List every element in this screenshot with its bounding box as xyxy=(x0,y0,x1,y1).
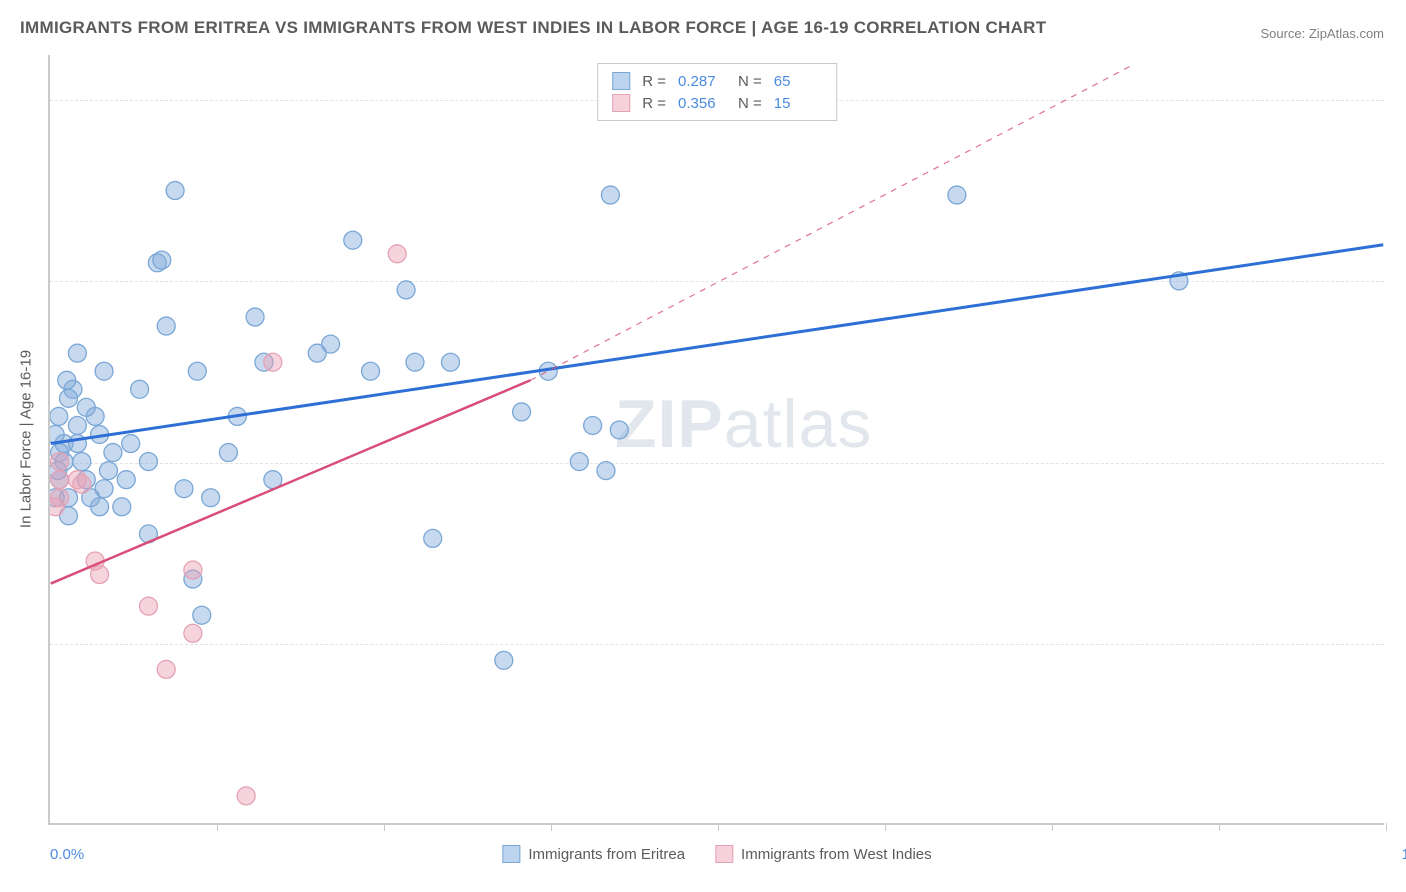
series-legend: Immigrants from Eritrea Immigrants from W… xyxy=(502,845,931,863)
eritrea-point xyxy=(424,529,442,547)
eritrea-point xyxy=(117,471,135,489)
r-label: R = xyxy=(642,95,666,112)
eritrea-point xyxy=(610,421,628,439)
y-tick-label: 60.0% xyxy=(1394,274,1406,291)
n-label: N = xyxy=(738,95,762,112)
eritrea-point xyxy=(175,480,193,498)
west-indies-point xyxy=(157,660,175,678)
x-tick xyxy=(1219,823,1220,831)
eritrea-point xyxy=(584,416,602,434)
eritrea-point xyxy=(60,389,78,407)
west-indies-point xyxy=(184,624,202,642)
legend-item: Immigrants from Eritrea xyxy=(502,845,685,863)
eritrea-point xyxy=(193,606,211,624)
west-indies-point xyxy=(51,471,69,489)
eritrea-point xyxy=(442,353,460,371)
eritrea-point xyxy=(131,380,149,398)
y-tick-label: 20.0% xyxy=(1394,636,1406,653)
plot-area: In Labor Force | Age 16-19 ZIPatlas 20.0… xyxy=(48,55,1384,825)
eritrea-point xyxy=(91,498,109,516)
eritrea-point xyxy=(95,480,113,498)
eritrea-point xyxy=(570,453,588,471)
x-axis-max-label: 15.0% xyxy=(1401,846,1406,863)
r-value: 0.356 xyxy=(678,95,726,112)
correlation-legend-row: R = 0.356 N = 15 xyxy=(612,92,822,114)
x-tick xyxy=(885,823,886,831)
west-indies-point xyxy=(50,498,64,516)
eritrea-point xyxy=(58,371,76,389)
eritrea-point xyxy=(73,453,91,471)
west-indies-point xyxy=(237,787,255,805)
legend-swatch xyxy=(612,94,630,112)
eritrea-point xyxy=(50,407,68,425)
west-indies-point xyxy=(51,453,69,471)
eritrea-point xyxy=(202,489,220,507)
west-indies-point xyxy=(388,245,406,263)
eritrea-point xyxy=(68,416,86,434)
eritrea-point xyxy=(188,362,206,380)
correlation-legend-row: R = 0.287 N = 65 xyxy=(612,70,822,92)
west-indies-point xyxy=(264,353,282,371)
eritrea-point xyxy=(948,186,966,204)
eritrea-point xyxy=(495,651,513,669)
eritrea-point xyxy=(362,362,380,380)
y-tick-label: 80.0% xyxy=(1394,93,1406,110)
source-attribution: Source: ZipAtlas.com xyxy=(1260,26,1384,41)
scatter-svg xyxy=(50,55,1384,823)
eritrea-point xyxy=(153,251,171,269)
eritrea-point xyxy=(77,398,95,416)
eritrea-point xyxy=(344,231,362,249)
n-value: 15 xyxy=(774,95,822,112)
x-tick xyxy=(217,823,218,831)
eritrea-point xyxy=(113,498,131,516)
n-value: 65 xyxy=(774,73,822,90)
correlation-chart: IMMIGRANTS FROM ERITREA VS IMMIGRANTS FR… xyxy=(0,0,1406,892)
eritrea-point xyxy=(246,308,264,326)
west-indies-point xyxy=(73,475,91,493)
eritrea-point xyxy=(100,462,118,480)
west-indies-point xyxy=(91,566,109,584)
eritrea-point xyxy=(104,444,122,462)
x-axis-min-label: 0.0% xyxy=(50,846,84,863)
eritrea-point xyxy=(597,462,615,480)
x-tick xyxy=(1386,823,1387,831)
eritrea-point xyxy=(122,435,140,453)
legend-swatch xyxy=(612,72,630,90)
chart-title: IMMIGRANTS FROM ERITREA VS IMMIGRANTS FR… xyxy=(20,18,1046,38)
x-tick xyxy=(384,823,385,831)
legend-label: Immigrants from West Indies xyxy=(741,846,932,863)
west-indies-point xyxy=(184,561,202,579)
eritrea-point xyxy=(139,453,157,471)
legend-item: Immigrants from West Indies xyxy=(715,845,932,863)
eritrea-point xyxy=(68,344,86,362)
eritrea-point xyxy=(95,362,113,380)
x-tick xyxy=(718,823,719,831)
eritrea-point xyxy=(322,335,340,353)
correlation-legend: R = 0.287 N = 65 R = 0.356 N = 15 xyxy=(597,63,837,121)
eritrea-point xyxy=(513,403,531,421)
y-axis-label: In Labor Force | Age 16-19 xyxy=(18,350,35,528)
y-tick-label: 40.0% xyxy=(1394,455,1406,472)
r-value: 0.287 xyxy=(678,73,726,90)
eritrea-point xyxy=(601,186,619,204)
eritrea-point xyxy=(406,353,424,371)
trend-line xyxy=(51,245,1384,444)
n-label: N = xyxy=(738,73,762,90)
eritrea-point xyxy=(397,281,415,299)
r-label: R = xyxy=(642,73,666,90)
legend-swatch xyxy=(502,845,520,863)
eritrea-point xyxy=(219,444,237,462)
eritrea-point xyxy=(166,182,184,200)
west-indies-point xyxy=(139,597,157,615)
x-tick xyxy=(551,823,552,831)
legend-swatch xyxy=(715,845,733,863)
legend-label: Immigrants from Eritrea xyxy=(528,846,685,863)
x-tick xyxy=(1052,823,1053,831)
eritrea-point xyxy=(157,317,175,335)
